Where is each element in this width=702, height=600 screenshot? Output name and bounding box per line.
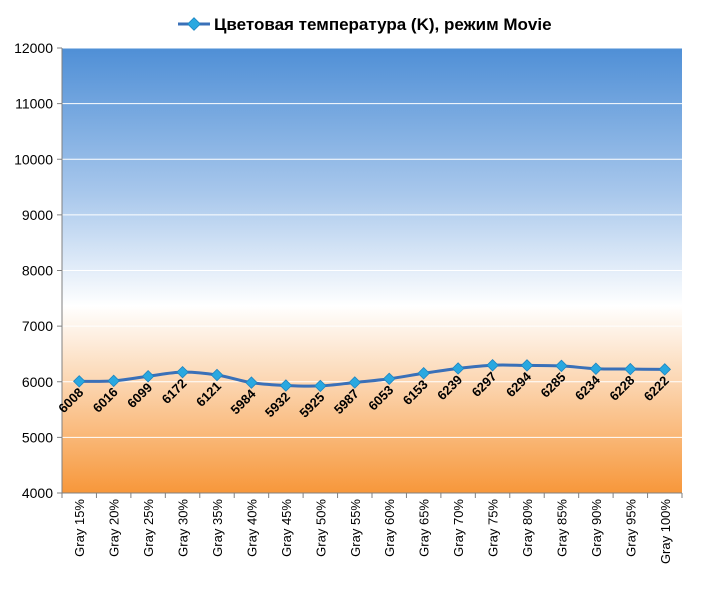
x-tick-label: Gray 85% (554, 499, 569, 557)
data-point-marker (176, 365, 189, 379)
data-point-marker (486, 359, 499, 372)
data-point-marker (210, 368, 224, 382)
x-tick-label: Gray 95% (623, 499, 638, 557)
x-tick-label: Gray 60% (382, 499, 397, 557)
y-tick-label: 5000 (22, 429, 53, 445)
y-axis: 4000 5000 6000 7000 8000 9000 10000 11000 12000 (14, 40, 63, 501)
data-point-marker (279, 379, 293, 392)
data-point-marker (314, 379, 327, 393)
legend-diamond-marker (187, 17, 201, 31)
data-point-marker (624, 362, 637, 376)
x-tick-label: Gray 75% (486, 499, 501, 557)
y-tick-label: 4000 (22, 485, 53, 501)
data-point-marker (141, 370, 155, 383)
x-tick-label: Gray 20% (107, 499, 122, 557)
x-tick-label: Gray 25% (141, 499, 156, 557)
x-tick-label: Gray 45% (279, 499, 294, 557)
x-tick-label: Gray 65% (417, 499, 432, 557)
data-point-marker (417, 367, 430, 380)
data-point-marker (589, 362, 603, 375)
data-point-marker (348, 376, 362, 389)
data-point-marker (245, 376, 258, 389)
y-tick-label: 8000 (22, 263, 53, 279)
data-point-marker (520, 359, 534, 372)
chart-title: Цветовая температура (K), режим Movie (214, 15, 552, 34)
x-axis: Gray 15% Gray 20% Gray 25% Gray 30% Gray 35%… (61, 492, 683, 564)
chart-legend: Цветовая температура (K), режим Movie (178, 15, 552, 34)
y-tick-label: 12000 (14, 40, 53, 56)
x-tick-label: Gray 35% (210, 499, 225, 557)
data-point-marker (72, 375, 86, 388)
x-tick-label: Gray 30% (176, 499, 191, 557)
y-tick-label: 6000 (22, 374, 53, 390)
x-tick-label: Gray 100% (658, 499, 673, 564)
data-point-marker (555, 359, 568, 373)
y-tick-label: 10000 (14, 151, 53, 167)
x-tick-label: Gray 50% (313, 499, 328, 557)
y-tick-label: 9000 (22, 207, 53, 223)
series-group (72, 359, 672, 393)
x-tick-label: Gray 70% (451, 499, 466, 557)
x-tick-label: Gray 55% (348, 499, 363, 557)
data-point-marker (658, 363, 672, 376)
x-tick-label: Gray 15% (72, 499, 87, 557)
data-point-marker (107, 374, 120, 388)
data-point-marker (382, 372, 396, 386)
x-tick-label: Gray 40% (244, 499, 259, 557)
data-point-marker (451, 362, 465, 375)
x-tick-label: Gray 80% (520, 499, 535, 557)
y-tick-label: 7000 (22, 318, 53, 334)
x-tick-label: Gray 90% (589, 499, 604, 557)
y-tick-label: 11000 (15, 96, 53, 112)
